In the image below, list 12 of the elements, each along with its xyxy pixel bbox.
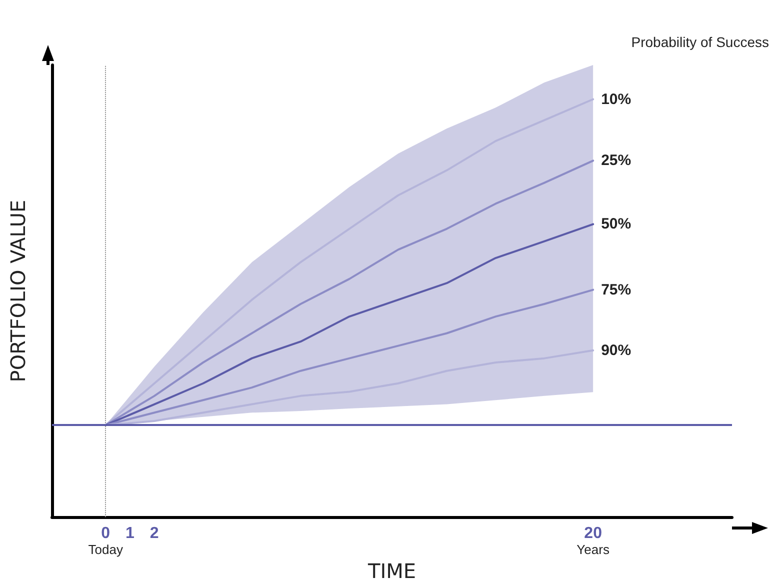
series-label: 50%	[601, 216, 632, 233]
series-label: 75%	[601, 281, 632, 298]
x-tick-label: 2	[150, 525, 159, 542]
x-tick-label: 20 Years	[576, 525, 610, 558]
x-axis-title: TIME	[366, 559, 416, 583]
series-label: 90%	[601, 342, 632, 359]
x-tick-label: 1	[126, 525, 135, 542]
series-label: 10%	[601, 90, 632, 108]
series-label: 25%	[601, 152, 632, 170]
legend-title: Probability of Success	[631, 34, 770, 50]
y-axis-title: PORTFOLIO VALUE	[6, 200, 30, 382]
x-tick-label: 0 Today	[88, 525, 124, 558]
